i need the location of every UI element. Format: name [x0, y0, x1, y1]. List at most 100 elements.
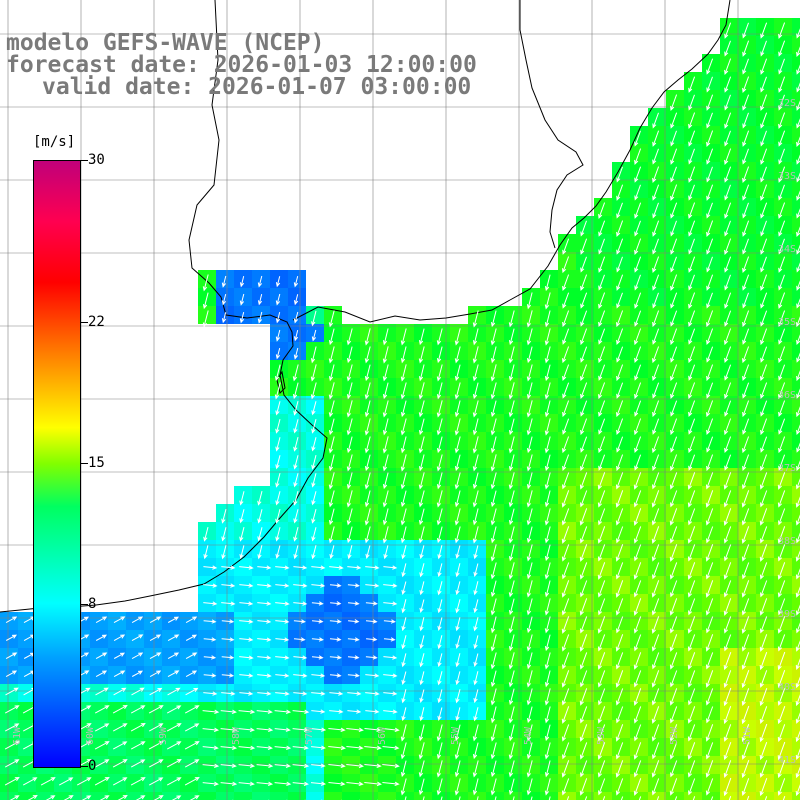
- wind-speed-cell: [396, 792, 414, 800]
- wind-arrow: [437, 671, 443, 686]
- wind-speed-cell: [36, 792, 54, 800]
- wind-arrow: [311, 437, 317, 452]
- wind-arrow: [472, 490, 479, 508]
- wind-arrow: [239, 619, 254, 624]
- wind-arrow: [616, 166, 623, 183]
- wind-arrow: [454, 454, 461, 472]
- wind-arrow: [472, 526, 479, 544]
- wind-arrow: [454, 508, 461, 526]
- wind-arrow: [257, 637, 272, 642]
- wind-arrow: [220, 763, 237, 768]
- wind-arrow: [778, 220, 786, 237]
- wind-arrow: [544, 706, 551, 724]
- wind-arrow: [526, 760, 533, 778]
- wind-arrow: [759, 634, 768, 652]
- wind-arrow: [328, 364, 335, 382]
- wind-arrow: [742, 40, 750, 57]
- wind-arrow: [275, 437, 281, 452]
- wind-arrow: [544, 760, 551, 778]
- wind-arrow: [257, 673, 272, 678]
- wind-arrow: [419, 617, 425, 632]
- wind-arrow: [454, 742, 461, 760]
- wind-arrow: [652, 292, 659, 309]
- wind-arrow: [239, 526, 245, 542]
- wind-arrow: [634, 454, 642, 471]
- wind-arrow: [4, 777, 20, 786]
- wind-arrow: [382, 508, 389, 526]
- wind-arrow: [436, 472, 443, 490]
- wind-arrow: [760, 58, 768, 75]
- wind-arrow: [706, 238, 714, 255]
- wind-arrow: [742, 58, 749, 75]
- wind-arrow: [778, 130, 786, 147]
- wind-arrow: [490, 508, 497, 526]
- wind-arrow: [651, 580, 660, 598]
- wind-arrow: [256, 781, 274, 786]
- wind-arrow: [329, 619, 342, 624]
- wind-arrow: [544, 742, 551, 760]
- wind-arrow: [419, 671, 425, 686]
- wind-arrow: [167, 652, 180, 660]
- wind-arrow: [742, 94, 750, 111]
- wind-speed-cell: [792, 36, 800, 54]
- wind-arrow: [347, 565, 362, 570]
- wind-arrow: [706, 274, 714, 291]
- wind-arrow: [670, 364, 678, 382]
- wind-arrow: [400, 526, 407, 544]
- wind-arrow: [40, 777, 56, 786]
- wind-arrow: [616, 274, 624, 291]
- wind-speed-cell: [324, 792, 342, 800]
- wind-arrow: [149, 670, 162, 678]
- wind-arrow: [346, 508, 353, 526]
- wind-arrow: [382, 328, 389, 346]
- wind-arrow: [561, 526, 570, 544]
- wind-arrow: [651, 544, 660, 562]
- wind-arrow: [724, 274, 731, 291]
- wind-arrow: [202, 727, 220, 732]
- wind-arrow: [348, 619, 360, 624]
- wind-arrow: [328, 508, 335, 526]
- wind-arrow: [687, 490, 696, 508]
- wind-arrow: [633, 760, 642, 778]
- wind-arrow: [602, 796, 606, 800]
- wind-arrow: [616, 364, 624, 382]
- wind-arrow: [131, 687, 145, 696]
- colorbar-tick-mark: [80, 463, 88, 464]
- wind-arrow: [346, 490, 353, 508]
- wind-arrow: [526, 706, 533, 724]
- wind-arrow: [561, 580, 570, 598]
- wind-arrow: [724, 76, 732, 93]
- wind-arrow: [221, 508, 227, 524]
- wind-arrow: [508, 328, 515, 346]
- wind-arrow: [131, 652, 144, 660]
- wind-arrow: [311, 745, 326, 750]
- wind-arrow: [616, 436, 624, 453]
- wind-arrow: [759, 706, 768, 724]
- wind-arrow: [275, 311, 281, 324]
- wind-arrow: [418, 760, 425, 778]
- wind-arrow: [257, 275, 263, 288]
- wind-arrow: [311, 565, 326, 570]
- wind-arrow: [724, 544, 732, 562]
- wind-arrow: [329, 691, 344, 696]
- wind-arrow: [724, 94, 731, 111]
- wind-arrow: [669, 472, 678, 490]
- wind-arrow: [760, 202, 768, 219]
- wind-arrow: [382, 472, 389, 490]
- wind-arrow: [759, 670, 768, 688]
- wind-arrow: [508, 742, 515, 760]
- wind-arrow: [634, 328, 642, 346]
- wind-arrow: [167, 670, 180, 678]
- wind-arrow: [760, 220, 767, 237]
- wind-arrow: [760, 490, 768, 508]
- wind-arrow: [112, 759, 128, 768]
- wind-arrow: [669, 616, 678, 634]
- wind-arrow: [580, 328, 588, 346]
- wind-arrow: [454, 760, 461, 778]
- wind-arrow: [293, 311, 299, 324]
- wind-arrow: [526, 472, 533, 490]
- wind-arrow: [455, 707, 461, 722]
- wind-arrow: [382, 454, 389, 472]
- wind-arrow: [724, 148, 732, 165]
- wind-arrow: [275, 673, 290, 678]
